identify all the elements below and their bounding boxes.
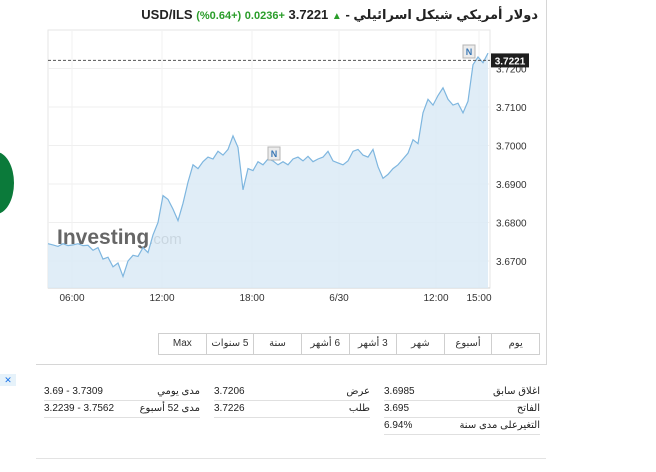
y-tick-label: 3.7100 bbox=[496, 103, 527, 114]
y-tick-label: 3.7000 bbox=[496, 142, 527, 153]
y-tick-label: 3.6700 bbox=[496, 257, 527, 268]
price-chart[interactable]: 3.6700 3.6800 3.6900 3.7000 3.7100 3.7200 06:0… bbox=[0, 0, 656, 330]
stat-row-open: الفاتح 3.695 bbox=[384, 401, 540, 418]
range-button-0[interactable]: يوم bbox=[491, 334, 539, 354]
stat-row-bid: عرض 3.7206 bbox=[214, 384, 370, 401]
series-area bbox=[48, 53, 488, 288]
x-tick-label: 15:00 bbox=[466, 293, 491, 304]
range-button-4[interactable]: 6 أشهر bbox=[300, 334, 349, 354]
stat-row-day-range: مدى يومي 3.69 - 3.7309 bbox=[44, 384, 200, 401]
x-tick-label: 6/30 bbox=[329, 293, 349, 304]
stat-row-ytd: التغيرعلى مدى سنة 6.94% bbox=[384, 418, 540, 435]
bottom-divider bbox=[36, 458, 546, 459]
up-arrow-icon: ▲ bbox=[331, 11, 342, 22]
news-marker-label: N bbox=[271, 149, 278, 159]
x-tick-label: 18:00 bbox=[239, 293, 264, 304]
price-change-percent: (+0.64%) bbox=[196, 10, 242, 22]
side-logo-circle bbox=[0, 152, 14, 214]
range-button-2[interactable]: شهر bbox=[396, 334, 444, 354]
current-price-tag bbox=[491, 53, 529, 68]
x-tick-label: 12:00 bbox=[149, 293, 174, 304]
price-change: +0.0236 bbox=[244, 10, 285, 22]
pair-symbol: USD/ILS bbox=[141, 7, 193, 22]
quote-header: USD/ILS دولار أمريكي شيكل اسرائيلي - ▲ 3… bbox=[130, 7, 538, 23]
range-button-7[interactable]: Max bbox=[172, 338, 192, 349]
news-marker bbox=[462, 44, 476, 59]
current-price: 3.7221 bbox=[288, 7, 329, 22]
news-marker bbox=[267, 146, 281, 161]
time-range-selector: يوم أسبوع شهر 3 أشهر 6 أشهر سنة 5 سنوات Max bbox=[158, 333, 540, 355]
pair-name: دولار أمريكي شيكل اسرائيلي - bbox=[345, 7, 538, 22]
current-price-label: 3.7221 bbox=[495, 56, 526, 67]
x-tick-label: 12:00 bbox=[423, 293, 448, 304]
x-tick-label: 06:00 bbox=[59, 293, 84, 304]
stat-row-prev-close: اغلاق سابق 3.6985 bbox=[384, 384, 540, 401]
stat-row-ask: طلب 3.7226 bbox=[214, 401, 370, 418]
chart-card bbox=[36, 0, 547, 365]
range-button-1[interactable]: أسبوع bbox=[443, 334, 492, 354]
y-tick-label: 3.6900 bbox=[496, 180, 527, 191]
stat-row-52-week: مدى 52 أسبوع 3.2239 - 3.7562 bbox=[44, 401, 200, 418]
news-marker-label: N bbox=[466, 47, 473, 57]
range-button-6[interactable]: 5 سنوات bbox=[205, 334, 254, 354]
range-button-5[interactable]: سنة bbox=[253, 334, 301, 354]
range-button-3[interactable]: 3 أشهر bbox=[348, 334, 397, 354]
y-tick-label: 3.6800 bbox=[496, 219, 527, 230]
y-tick-label: 3.7200 bbox=[496, 65, 527, 76]
ad-close-icon[interactable]: ✕ bbox=[0, 374, 16, 386]
